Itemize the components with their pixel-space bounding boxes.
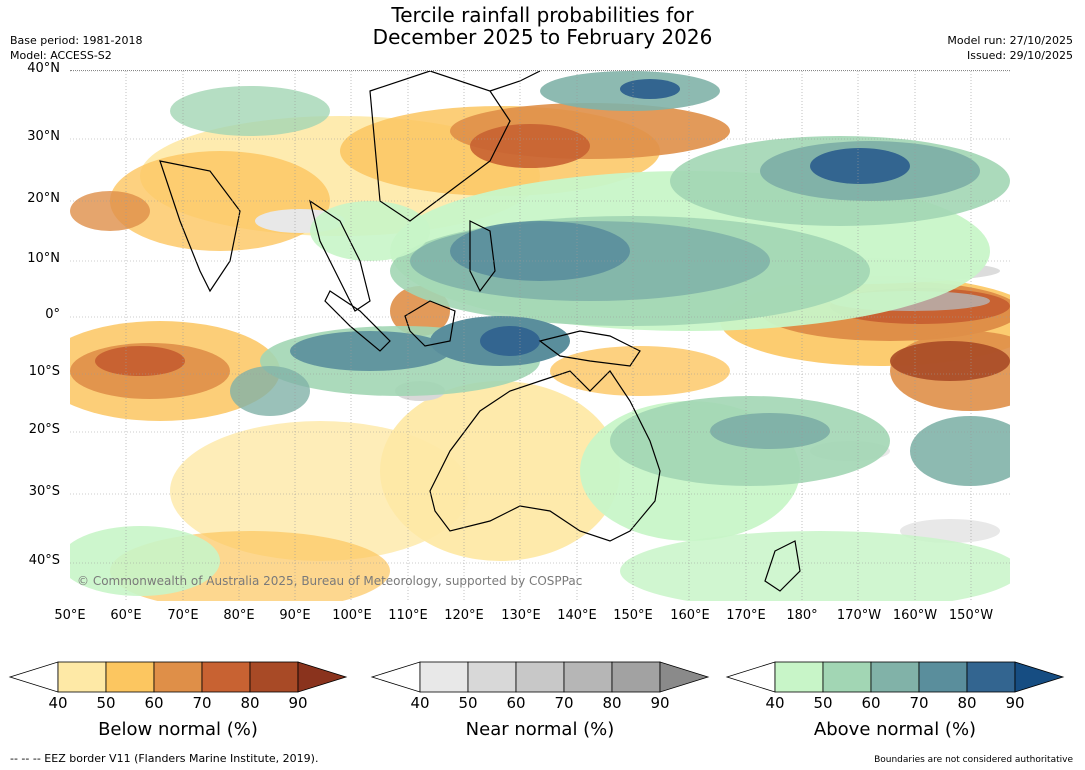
- model-name: Model: ACCESS-S2: [10, 49, 112, 62]
- lat-label-30n: 30°N: [27, 129, 60, 144]
- colorbar-above-lower-arrow: [725, 661, 776, 693]
- title-line-2: December 2025 to February 2026: [372, 25, 713, 49]
- lon-label-80e: 80°E: [223, 608, 255, 623]
- gridlines: [70, 71, 1010, 601]
- lon-label-50e: 50°E: [54, 608, 86, 623]
- colorbar-near-upper-arrow: [659, 661, 710, 693]
- below-tick-90: 90: [288, 694, 308, 712]
- rainfall-probability-map: [70, 70, 1010, 601]
- india-coastline: [159, 160, 241, 293]
- lat-label-30s: 30°S: [28, 484, 60, 499]
- near-normal-label: Near normal (%): [465, 719, 615, 740]
- near-tick-40: 40: [410, 694, 430, 712]
- lon-label-60e: 60°E: [110, 608, 142, 623]
- lon-label-90e: 90°E: [279, 608, 311, 623]
- below-tick-70: 70: [192, 694, 212, 712]
- near-tick-80: 80: [602, 694, 622, 712]
- lon-label-150w: 150°W: [948, 608, 994, 623]
- below-tick-80: 80: [240, 694, 260, 712]
- near-tick-90: 90: [650, 694, 670, 712]
- model-run: Model run: 27/10/2025: [947, 34, 1073, 47]
- lon-label-170e: 170°E: [726, 608, 766, 623]
- above-normal-label: Above normal (%): [813, 719, 977, 740]
- above-tick-70: 70: [909, 694, 929, 712]
- map-canvas: [70, 71, 1010, 601]
- above-tick-40: 40: [765, 694, 785, 712]
- map-title: Tercile rainfall probabilities for Decem…: [0, 4, 1085, 48]
- below-tick-60: 60: [144, 694, 164, 712]
- colorbar-above-normal: [725, 661, 1065, 693]
- lon-label-150e: 150°E: [613, 608, 653, 623]
- borneo-coastline: [404, 300, 456, 347]
- boundaries-disclaimer: Boundaries are not considered authoritat…: [874, 755, 1073, 765]
- colorbar-above-upper-arrow: [1014, 661, 1065, 693]
- lon-label-160e: 160°E: [670, 608, 710, 623]
- below-tick-50: 50: [96, 694, 116, 712]
- below-tick-40: 40: [48, 694, 68, 712]
- title-line-1: Tercile rainfall probabilities for: [391, 3, 694, 27]
- eez-border-note: -- -- -- EEZ border V11 (Flanders Marine…: [10, 752, 319, 765]
- colorbar-near-normal: [370, 661, 710, 693]
- new-guinea-coastline: [538, 330, 641, 367]
- copyright-notice: © Commonwealth of Australia 2025, Bureau…: [77, 574, 583, 588]
- lon-label-160w: 160°W: [892, 608, 938, 623]
- lon-label-70e: 70°E: [167, 608, 199, 623]
- above-tick-60: 60: [861, 694, 881, 712]
- indochina-coastline: [309, 199, 371, 312]
- colorbars: [8, 661, 1065, 693]
- lon-label-110e: 110°E: [388, 608, 428, 623]
- lon-label-140e: 140°E: [557, 608, 597, 623]
- lat-label-10n: 10°N: [27, 251, 60, 266]
- colorbar-near-lower-arrow: [370, 661, 421, 693]
- lon-label-170w: 170°W: [836, 608, 882, 623]
- lat-label-0: 0°: [45, 307, 60, 322]
- lat-label-10s: 10°S: [28, 364, 60, 379]
- lon-label-180: 180°: [786, 608, 818, 623]
- china-coastline: [369, 71, 511, 222]
- meta-left: Base period: 1981-2018 Model: ACCESS-S2: [10, 33, 142, 63]
- base-period: Base period: 1981-2018: [10, 34, 143, 47]
- sumatra-coastline: [324, 290, 391, 352]
- above-normal-regions: [70, 71, 1010, 601]
- coastlines: [159, 71, 801, 592]
- near-tick-60: 60: [506, 694, 526, 712]
- lat-label-40n: 40°N: [27, 61, 60, 76]
- near-tick-70: 70: [554, 694, 574, 712]
- lon-label-120e: 120°E: [444, 608, 484, 623]
- new-zealand-coastline: [764, 540, 801, 592]
- philippines-coastline: [469, 220, 496, 293]
- issued-date: Issued: 29/10/2025: [966, 49, 1073, 62]
- lat-label-20n: 20°N: [27, 191, 60, 206]
- colorbar-below-normal: [8, 661, 348, 693]
- near-tick-50: 50: [458, 694, 478, 712]
- meta-right: Model run: 27/10/2025 Issued: 29/10/2025: [947, 33, 1073, 63]
- below-normal-label: Below normal (%): [98, 719, 258, 740]
- lat-label-40s: 40°S: [28, 553, 60, 568]
- lon-label-100e: 100°E: [332, 608, 372, 623]
- above-tick-80: 80: [957, 694, 977, 712]
- above-tick-90: 90: [1005, 694, 1025, 712]
- below-normal-regions: [70, 103, 1010, 601]
- above-tick-50: 50: [813, 694, 833, 712]
- lat-label-20s: 20°S: [28, 422, 60, 437]
- colorbar-below-lower-arrow: [8, 661, 59, 693]
- colorbar-below-upper-arrow: [297, 661, 348, 693]
- australia-coastline: [429, 370, 661, 542]
- lon-label-130e: 130°E: [501, 608, 541, 623]
